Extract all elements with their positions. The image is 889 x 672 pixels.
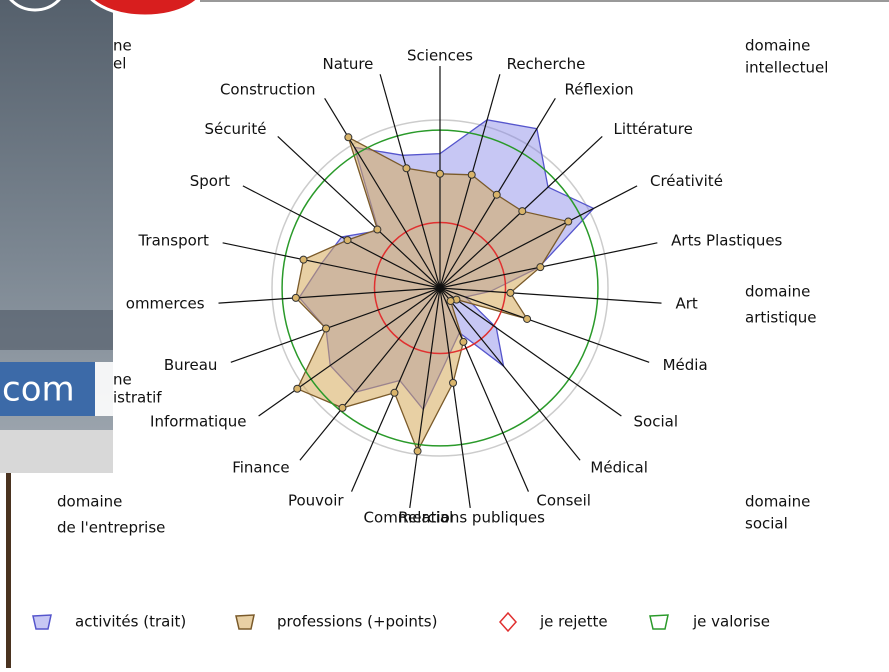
data-point — [507, 289, 514, 296]
legend-label: professions (+points) — [277, 613, 437, 631]
category-label: Finance — [232, 458, 289, 476]
category-label: Créativité — [650, 172, 723, 190]
category-label: Transport — [137, 231, 209, 249]
legend-label: je valorise — [692, 613, 770, 631]
legend-swatch — [33, 615, 51, 629]
category-label: Média — [663, 356, 708, 374]
category-label: Réflexion — [565, 80, 634, 98]
domain-label: domaine — [745, 493, 810, 511]
data-point — [537, 264, 544, 271]
domain-label: el — [113, 55, 126, 73]
data-point — [403, 165, 410, 172]
category-label: Social — [634, 412, 678, 430]
data-point — [468, 171, 475, 178]
domain-label: artistique — [745, 309, 817, 327]
data-point — [493, 191, 500, 198]
data-point — [524, 315, 531, 322]
data-point — [437, 170, 444, 177]
category-label: Médical — [590, 458, 647, 476]
category-label: Sport — [190, 172, 230, 190]
category-label: Informatique — [150, 412, 246, 430]
domain-label: de l'entreprise — [57, 519, 165, 537]
category-label: Commercial — [364, 508, 454, 526]
domain-label: ne — [113, 37, 132, 55]
category-label: Conseil — [536, 491, 591, 509]
data-point — [519, 208, 526, 215]
category-label: Construction — [220, 80, 316, 98]
domain-label: ne — [113, 371, 132, 389]
category-label: Arts Plastiques — [671, 231, 782, 249]
domain-label: domaine — [745, 283, 810, 301]
domain-label: intellectuel — [745, 59, 828, 77]
data-point — [414, 448, 421, 455]
page: Sciences Recherche Réflexion Littérature Cré… — [0, 0, 889, 668]
category-label: Bureau — [164, 356, 218, 374]
data-point — [450, 379, 457, 386]
domain-label: domaine — [57, 493, 122, 511]
data-point — [294, 385, 301, 392]
overlay-band — [0, 310, 113, 350]
category-label: Sciences — [407, 47, 473, 65]
data-point — [447, 298, 454, 305]
category-label: Pouvoir — [288, 491, 344, 509]
data-point — [565, 218, 572, 225]
domain-label: social — [745, 515, 788, 533]
data-point — [300, 256, 307, 263]
overlay-bottom — [0, 430, 113, 473]
data-point — [460, 338, 467, 345]
domain-label: domaine — [745, 37, 810, 55]
category-label: ommerces — [126, 294, 205, 312]
legend-label: je rejette — [539, 613, 608, 631]
data-point — [292, 294, 299, 301]
domain-label: istratif — [113, 389, 162, 407]
legend-label: activités (trait) — [75, 613, 186, 631]
legend-swatch — [236, 615, 254, 629]
category-label: Recherche — [507, 55, 586, 73]
data-point — [374, 226, 381, 233]
overlay-text: com — [2, 370, 75, 410]
category-label: Littérature — [614, 120, 693, 138]
data-point — [323, 325, 330, 332]
category-label: Sécurité — [204, 120, 266, 138]
data-point — [344, 237, 351, 244]
data-point — [391, 389, 398, 396]
data-point — [345, 134, 352, 141]
category-label: Art — [675, 294, 697, 312]
data-point — [339, 404, 346, 411]
category-label: Nature — [323, 55, 374, 73]
